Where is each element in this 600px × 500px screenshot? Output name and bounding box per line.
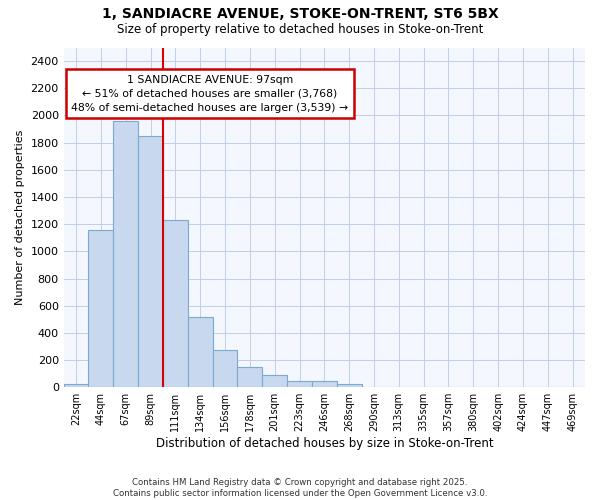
Bar: [188, 316, 212, 387]
Bar: [337, 384, 362, 387]
Bar: [436, 386, 461, 387]
Text: Size of property relative to detached houses in Stoke-on-Trent: Size of property relative to detached ho…: [117, 22, 483, 36]
Bar: [88, 230, 113, 387]
Bar: [262, 375, 287, 387]
Text: 1, SANDIACRE AVENUE, STOKE-ON-TRENT, ST6 5BX: 1, SANDIACRE AVENUE, STOKE-ON-TRENT, ST6…: [101, 8, 499, 22]
X-axis label: Distribution of detached houses by size in Stoke-on-Trent: Distribution of detached houses by size …: [155, 437, 493, 450]
Bar: [287, 381, 312, 387]
Bar: [238, 367, 262, 387]
Bar: [411, 386, 436, 387]
Bar: [163, 220, 188, 387]
Bar: [386, 386, 411, 387]
Y-axis label: Number of detached properties: Number of detached properties: [15, 130, 25, 305]
Text: Contains HM Land Registry data © Crown copyright and database right 2025.
Contai: Contains HM Land Registry data © Crown c…: [113, 478, 487, 498]
Bar: [113, 121, 138, 387]
Bar: [64, 384, 88, 387]
Text: 1 SANDIACRE AVENUE: 97sqm
← 51% of detached houses are smaller (3,768)
48% of se: 1 SANDIACRE AVENUE: 97sqm ← 51% of detac…: [71, 74, 348, 112]
Bar: [362, 386, 386, 387]
Bar: [138, 136, 163, 387]
Bar: [312, 381, 337, 387]
Bar: [212, 350, 238, 387]
